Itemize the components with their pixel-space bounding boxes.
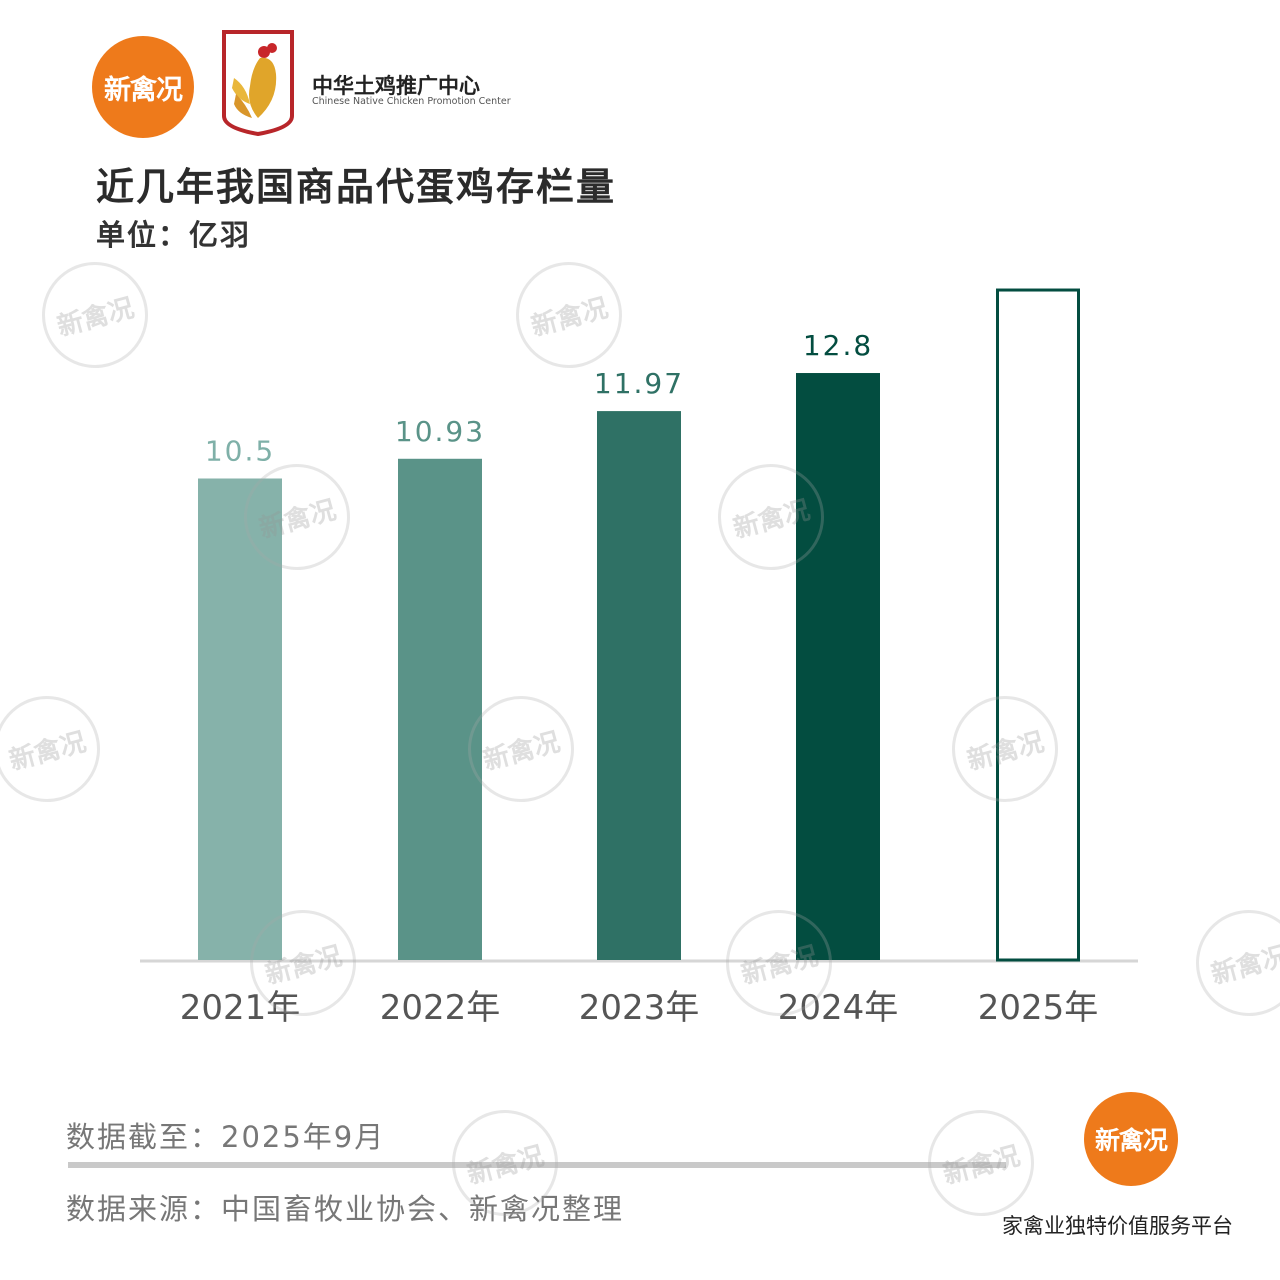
- data-label: 12.8: [803, 329, 873, 362]
- bar-2022年: [398, 458, 482, 960]
- x-tick-label: 2024年: [778, 988, 899, 1028]
- bar-2023年: [597, 411, 681, 961]
- org-name-en: Chinese Native Chicken Promotion Center: [312, 96, 511, 107]
- data-label: 11.97: [594, 367, 684, 400]
- data-cutoff-date: 数据截至：2025年9月: [66, 1120, 386, 1154]
- x-tick-label: 2021年: [180, 988, 301, 1028]
- brand-logo-bottom: 新禽况: [1084, 1092, 1178, 1186]
- data-source: 数据来源：中国畜牧业协会、新禽况整理: [66, 1192, 625, 1226]
- footer-divider: [68, 1162, 1006, 1168]
- bar-2021年: [198, 478, 282, 960]
- bar-2024年: [796, 373, 880, 960]
- bar-2025年: [996, 288, 1080, 962]
- x-tick-label: 2023年: [579, 988, 700, 1028]
- platform-slogan: 家禽业独特价值服务平台: [1002, 1214, 1233, 1238]
- x-tick-label: 2022年: [380, 988, 501, 1028]
- data-label: 10.93: [395, 415, 485, 448]
- data-label: 10.5: [205, 435, 275, 468]
- brand-logo: 新禽况: [92, 36, 194, 138]
- org-name-zh: 中华土鸡推广中心: [312, 74, 480, 98]
- rooster-logo-icon: [222, 30, 294, 136]
- chart-title: 近几年我国商品代蛋鸡存栏量: [96, 165, 617, 209]
- x-tick-label: 2025年: [978, 988, 1099, 1028]
- chart-unit: 单位：亿羽: [96, 218, 252, 252]
